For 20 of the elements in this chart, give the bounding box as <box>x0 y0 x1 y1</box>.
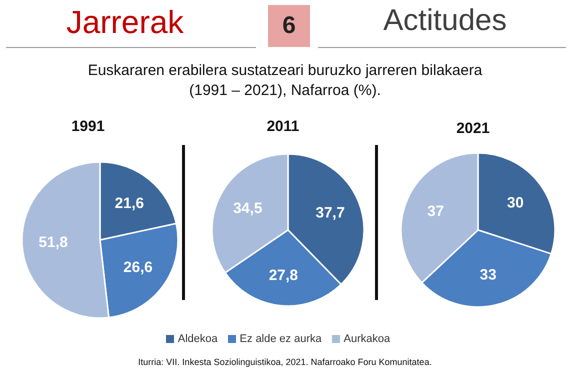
text: 6 <box>268 5 310 47</box>
text: Jarrerak <box>65 4 185 41</box>
data-label: 26,6 <box>123 258 153 276</box>
legend-label: Aldekoa <box>178 333 218 345</box>
legend-label: Aurkakoa <box>344 333 390 345</box>
data-label: 37 <box>427 203 444 220</box>
text: Iturria: VII. Inkesta Soziolinguistikoa, 2021. Nafarroako Foru Komunitatea. <box>137 357 433 367</box>
text: Euskararen erabilera sustatzeari buruzko jarreren bilakaera (1991 – 2021), Nafarroa (%). <box>86 61 484 101</box>
text: Actitudes <box>382 4 508 38</box>
data-label: 34,5 <box>233 200 262 218</box>
data-label: 21,6 <box>114 195 144 212</box>
chart-title: 2011 <box>266 118 300 135</box>
chart-title: 2021 <box>455 120 491 137</box>
data-label: 37,7 <box>316 204 345 222</box>
legend-label: Ez alde ez aurka <box>240 333 322 345</box>
chart-title: 1991 <box>70 118 106 135</box>
data-label: 30 <box>507 194 524 212</box>
data-label: 51,8 <box>38 234 68 252</box>
data-label: 27,8 <box>268 266 298 284</box>
data-label: 33 <box>480 266 496 284</box>
